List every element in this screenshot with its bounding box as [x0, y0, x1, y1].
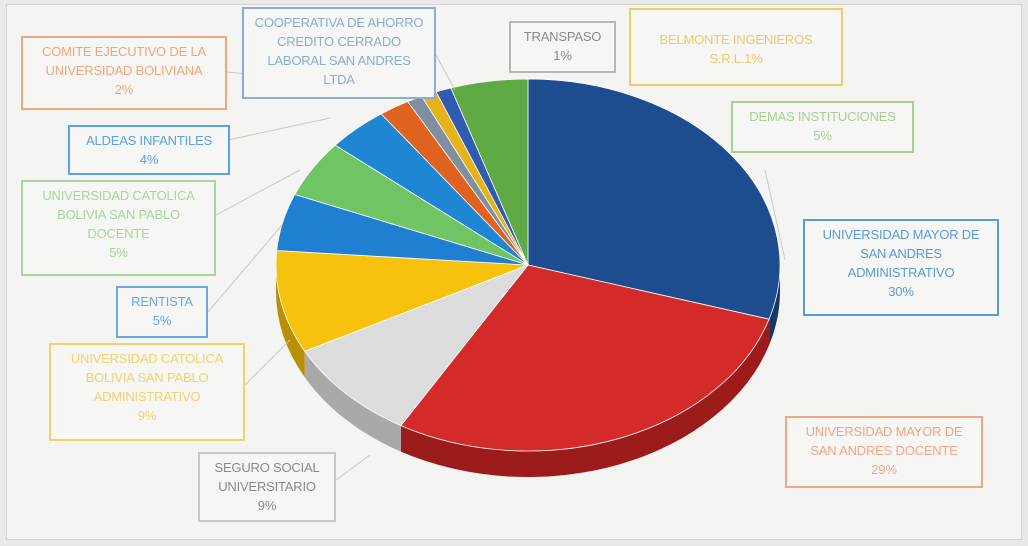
label-rentista-name: RENTISTA — [131, 294, 193, 309]
label-ucb-administrativo-value: 9% — [137, 408, 157, 423]
label-ucb-docente-name: UNIVERSIDAD CATOLICA BOLIVIA SAN PABLO D… — [42, 188, 195, 241]
pie-side-walls — [276, 265, 780, 477]
label-ucb-administrativo: UNIVERSIDAD CATOLICA BOLIVIA SAN PABLO A… — [49, 343, 245, 441]
label-demas-instituciones: DEMAS INSTITUCIONES 5% — [731, 101, 914, 153]
leader-line-0 — [227, 117, 331, 141]
label-belmonte-value: 1% — [744, 51, 763, 66]
pie-slice-2 — [304, 264, 530, 427]
pie-slice-1 — [400, 264, 770, 452]
leader-line-6 — [435, 54, 456, 91]
pie-side-2 — [304, 351, 401, 452]
pie-slice-11 — [450, 78, 529, 266]
label-comite-ejecutivo: COMITE EJECUTIVO DE LA UNIVERSIDAD BOLIV… — [21, 36, 227, 110]
label-ucb-administrativo-name: UNIVERSIDAD CATOLICA BOLIVIA SAN PABLO A… — [70, 351, 224, 404]
label-transpaso-name: TRANSPASO — [523, 29, 602, 44]
label-demas-instituciones-name: DEMAS INSTITUCIONES — [749, 109, 896, 124]
pie-side-3 — [276, 265, 305, 378]
leader-line-4 — [335, 454, 371, 481]
label-seguro-social-value: 9% — [257, 498, 277, 513]
label-umsa-administrativo-value: 30% — [888, 284, 914, 299]
leader-line-3 — [244, 339, 291, 386]
label-belmonte: BELMONTE INGENIEROS S.R.L.1% — [629, 8, 843, 86]
label-comite-ejecutivo-name: COMITE EJECUTIVO DE LA UNIVERSIDAD BOLIV… — [42, 44, 206, 78]
leader-line-2 — [207, 224, 283, 313]
label-transpaso-value: 1% — [553, 48, 572, 63]
pie-slices — [275, 78, 781, 452]
label-comite-ejecutivo-value: 2% — [114, 82, 134, 97]
label-rentista-value: 5% — [152, 313, 172, 328]
label-transpaso: TRANSPASO 1% — [509, 21, 616, 73]
label-seguro-social: SEGURO SOCIAL UNIVERSITARIO 9% — [198, 452, 336, 522]
label-cooperativa-name: COOPERATIVA DE AHORRO CREDITO CERRADO LA… — [254, 15, 424, 87]
leader-line-7 — [764, 169, 786, 261]
label-aldeas-infantiles-value: 4% — [139, 152, 159, 167]
pie-slice-0 — [527, 78, 781, 320]
label-ucb-docente: UNIVERSIDAD CATOLICA BOLIVIA SAN PABLO D… — [21, 180, 216, 276]
pie-side-1 — [400, 319, 770, 477]
label-umsa-administrativo-name: UNIVERSIDAD MAYOR DE SAN ANDRES ADMINIST… — [822, 227, 980, 280]
label-cooperativa: COOPERATIVA DE AHORRO CREDITO CERRADO LA… — [242, 7, 436, 99]
label-aldeas-infantiles-name: ALDEAS INFANTILES — [86, 133, 212, 148]
label-aldeas-infantiles: ALDEAS INFANTILES 4% — [68, 125, 230, 175]
label-ucb-docente-value: 5% — [109, 245, 128, 260]
label-demas-instituciones-value: 5% — [813, 128, 832, 143]
pie-side-0 — [769, 265, 780, 346]
label-belmonte-name: BELMONTE INGENIEROS S.R.L. — [659, 32, 813, 66]
pie-slice-3 — [275, 250, 529, 352]
leader-line-1 — [215, 169, 301, 216]
label-umsa-docente: UNIVERSIDAD MAYOR DE SAN ANDRES DOCENTE … — [785, 416, 983, 488]
label-seguro-social-name: SEGURO SOCIAL UNIVERSITARIO — [214, 460, 320, 494]
label-rentista: RENTISTA 5% — [116, 286, 208, 338]
label-umsa-administrativo: UNIVERSIDAD MAYOR DE SAN ANDRES ADMINIST… — [803, 219, 999, 316]
label-umsa-docente-value: 29% — [871, 462, 897, 477]
label-umsa-docente-name: UNIVERSIDAD MAYOR DE SAN ANDRES DOCENTE — [805, 424, 963, 458]
